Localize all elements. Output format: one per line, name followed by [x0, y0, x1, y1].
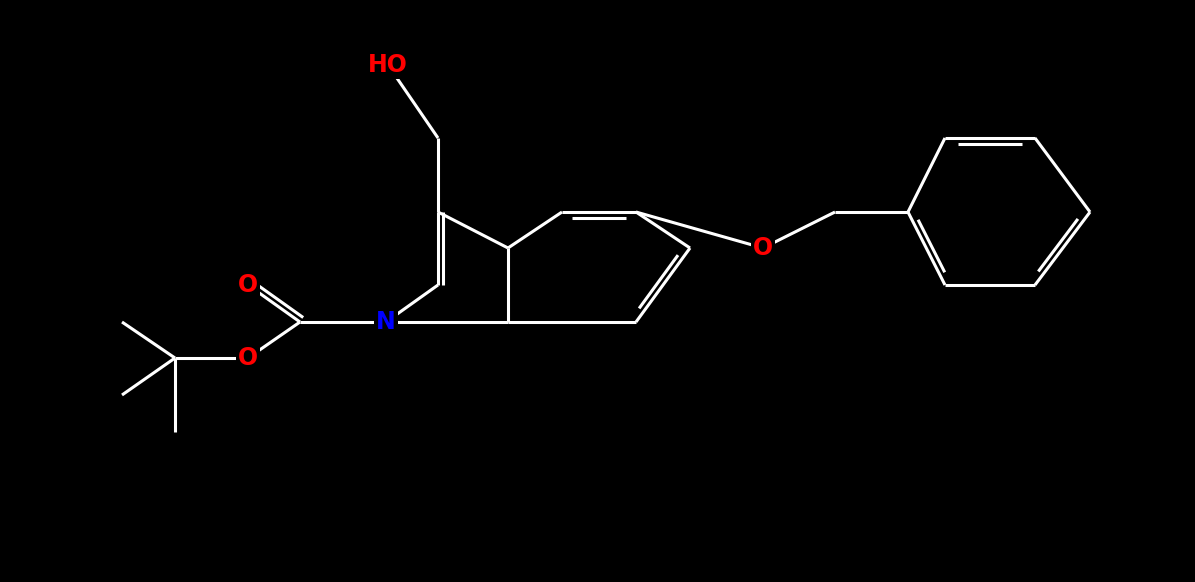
Text: O: O: [238, 346, 258, 370]
Text: O: O: [753, 236, 773, 260]
Text: O: O: [238, 273, 258, 297]
Text: HO: HO: [368, 53, 407, 77]
Text: N: N: [376, 310, 396, 334]
